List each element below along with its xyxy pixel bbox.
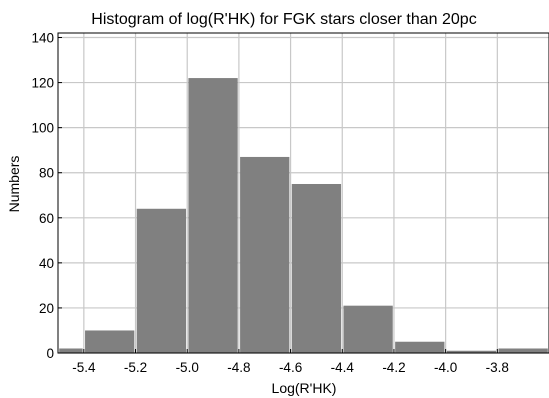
x-tick-label: -5.2 — [124, 360, 147, 375]
histogram-bar — [343, 305, 393, 353]
histogram-bar — [240, 156, 290, 353]
histogram-bar — [136, 208, 187, 353]
x-tick-label: -5.4 — [72, 360, 96, 375]
x-tick-label: -5.0 — [176, 360, 199, 375]
histogram-bar — [291, 183, 342, 353]
x-tick-label: -4.2 — [382, 360, 405, 375]
y-tick-label: 40 — [39, 256, 54, 271]
y-tick-label: 120 — [31, 76, 54, 91]
y-tick-label: 80 — [39, 166, 54, 181]
bars-group — [59, 78, 548, 353]
histogram-bar — [188, 78, 238, 353]
x-tick-label: -3.8 — [486, 360, 509, 375]
histogram-bar — [498, 348, 548, 353]
x-tick-label: -4.4 — [331, 360, 355, 375]
histogram-bar — [59, 348, 83, 353]
histogram-bar — [85, 330, 135, 353]
y-tick-label: 0 — [46, 346, 54, 361]
y-tick-label: 60 — [39, 211, 54, 226]
y-tick-label: 100 — [31, 121, 54, 136]
x-axis-title: Log(R'HK) — [272, 380, 337, 396]
y-tick-label: 140 — [31, 31, 54, 46]
y-tick-labels: 0 20 40 60 80 100 120 140 — [31, 31, 62, 361]
y-axis-title: Numbers — [6, 156, 22, 213]
chart-title: Histogram of log(R'HK) for FGK stars clo… — [91, 11, 476, 28]
plot-frame — [57, 32, 549, 354]
histogram-bar — [395, 341, 445, 353]
y-tick-label: 20 — [39, 301, 54, 316]
x-tick-label: -4.6 — [279, 360, 302, 375]
x-tick-label: -4.0 — [434, 360, 457, 375]
x-tick-label: -4.8 — [227, 360, 250, 375]
x-tick-labels: -5.4 -5.2 -5.0 -4.8 -4.6 -4.4 -4.2 -4.0 -3.8 — [72, 349, 509, 375]
histogram-bar — [446, 350, 497, 353]
